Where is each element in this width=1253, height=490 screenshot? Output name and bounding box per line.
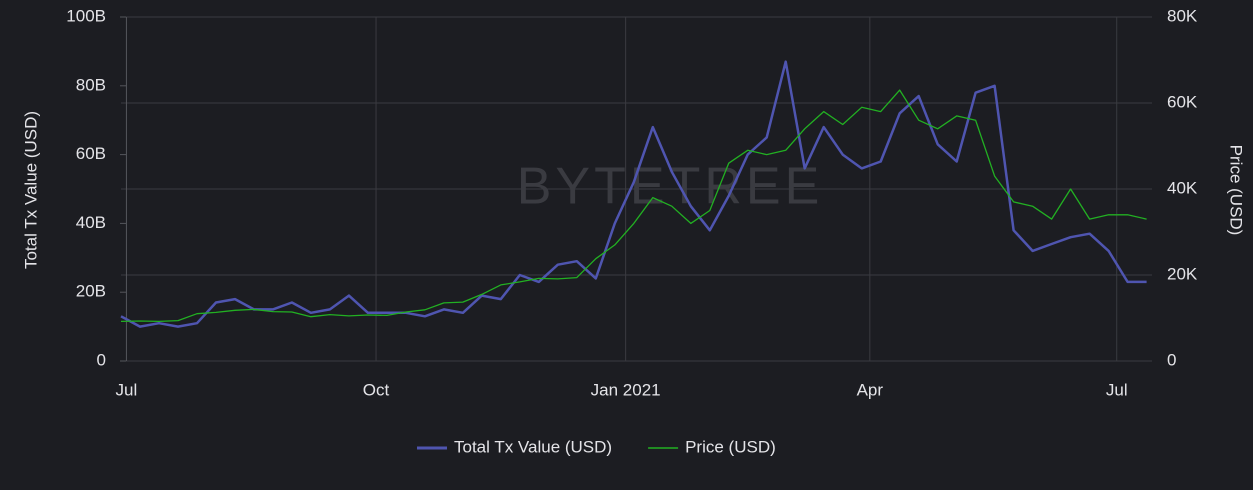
y2-tick-label: 0 (1167, 350, 1176, 369)
data-line (120, 89, 1147, 323)
y2-axis-title: Price (USD) (1227, 145, 1246, 236)
y-axis-title: Total Tx Value (USD) (21, 111, 40, 269)
x-tick-label: Apr (857, 380, 884, 399)
data-line (120, 60, 1147, 328)
y-tick-label: 60B (76, 144, 106, 163)
y2-tick-label: 80K (1167, 6, 1198, 25)
y2-tick-label: 40K (1167, 178, 1198, 197)
x-tick-label: Jul (116, 380, 138, 399)
legend-label: Total Tx Value (USD) (454, 437, 612, 456)
y2-tick-label: 60K (1167, 92, 1198, 111)
y-tick-label: 40B (76, 213, 106, 232)
y-tick-label: 100B (66, 6, 106, 25)
y2-tick-label: 20K (1167, 264, 1198, 283)
legend-label: Price (USD) (685, 437, 776, 456)
y-tick-label: 0 (97, 350, 106, 369)
x-tick-label: Oct (363, 380, 390, 399)
x-tick-label: Jan 2021 (591, 380, 661, 399)
x-tick-label: Jul (1106, 380, 1128, 399)
y-tick-label: 20B (76, 282, 106, 301)
y-tick-label: 80B (76, 75, 106, 94)
watermark: BYTETREE (517, 158, 824, 216)
